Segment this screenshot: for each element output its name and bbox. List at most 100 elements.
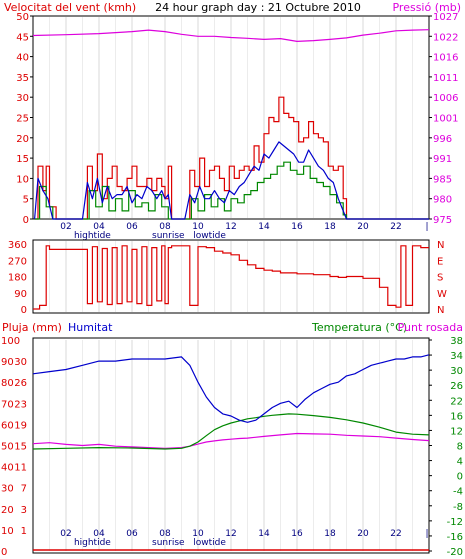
wind-panel-series	[32, 29, 430, 220]
wind-y-tick: 25	[16, 114, 29, 125]
pressure-tick: 1016	[433, 53, 458, 64]
temp-x-tick: 20	[357, 529, 369, 539]
temperature-tick: -12	[447, 517, 463, 528]
pressure-tick: 1001	[433, 114, 458, 125]
wind-axis-label: Velocitat del vent (kmh)	[4, 1, 136, 14]
rain-tick: 50	[1, 442, 14, 453]
rain-tick: 30	[1, 484, 14, 495]
direction-degree-tick: 180	[8, 273, 27, 284]
rain-tick: 80	[1, 378, 14, 389]
temp-panel-grid	[49, 340, 413, 551]
pressure-tick: 1022	[433, 32, 458, 43]
rain-tick: 10	[1, 526, 14, 537]
rain-tick: 0	[1, 547, 7, 558]
direction-compass-tick: S	[437, 273, 443, 284]
temp-x-tick: 04	[93, 529, 105, 539]
direction-degree-tick: 360	[8, 240, 27, 251]
temp-x-tick: 18	[324, 529, 336, 539]
rain-tick: 90	[1, 357, 14, 368]
humidity-tick: 26	[14, 378, 27, 389]
pressure-tick: 985	[433, 174, 452, 185]
rain-tick: 70	[1, 399, 14, 410]
temp-lowtide-label: lowtide	[193, 538, 226, 548]
humidity-tick: 19	[14, 420, 27, 431]
humidity-axis-label: Humitat	[68, 321, 113, 334]
temperature-tick: -8	[453, 502, 463, 513]
temperature-tick: 30	[450, 366, 463, 377]
temperature-tick: 38	[450, 336, 463, 347]
direction-degree-tick: 270	[8, 256, 27, 267]
temperature-tick: -4	[453, 487, 463, 498]
wind-y-tick: 40	[16, 53, 29, 64]
pressure-tick: 1011	[433, 73, 458, 84]
wind-sunrise-label: sunrise	[152, 231, 185, 241]
direction-degree-tick: 0	[21, 305, 27, 316]
temp-x-tick: 22	[390, 529, 401, 539]
temperature-tick: 4	[457, 457, 463, 468]
humidity-tick: 11	[14, 463, 27, 474]
dewpoint-line	[32, 432, 430, 449]
wind-x-tick: 10	[192, 222, 204, 232]
pressure-tick: 1027	[433, 12, 458, 23]
direction-compass-tick: N	[437, 240, 444, 251]
wind-y-tick: 45	[16, 32, 29, 43]
wind-x-tick: 22	[390, 222, 401, 232]
wind-y-tick: 20	[16, 134, 29, 145]
direction-compass-tick: N	[437, 305, 444, 316]
direction-compass-tick: W	[437, 289, 447, 300]
wind-average-line	[34, 141, 429, 220]
temp-panel-series	[32, 354, 430, 551]
temperature-tick-labels: -20 -16 -12 -8 -4 0 4 8 12 16 22 26 30 34 38	[429, 336, 463, 558]
humidity-tick: 23	[14, 399, 27, 410]
chart-title: 24 hour graph day : 21 Octubre 2010	[155, 1, 361, 14]
temperature-tick: 34	[450, 351, 463, 362]
temperature-tick: 16	[450, 411, 463, 422]
pressure-tick-labels: 975 980 985 991 996 1001 1006 1011 1016 1022 1027	[429, 12, 458, 226]
temperature-tick: 12	[450, 426, 463, 437]
temp-sunrise-label: sunrise	[152, 538, 185, 548]
temperature-tick: -16	[447, 532, 463, 543]
temperature-tick: 22	[450, 396, 463, 407]
humidity-tick-labels: 1 3 7 11 15 19 23 26 30	[14, 357, 27, 537]
wind-gust-line	[34, 96, 429, 220]
wind-y-tick: 10	[16, 174, 29, 185]
temp-x-end-tick: |	[425, 529, 428, 539]
temperature-tick: 26	[450, 381, 463, 392]
rain-tick-labels: 0 10 20 30 40 50 60 70 80 90 100	[1, 336, 20, 558]
temperature-tick: 8	[457, 442, 463, 453]
wind-y-tick: 30	[16, 93, 29, 104]
rain-tick: 60	[1, 420, 14, 431]
wind-hightide-label: hightide	[74, 231, 111, 241]
wind-y-tick: 35	[16, 73, 29, 84]
wind-y-tick-labels: 0 5 10 15 20 25 30 35 40 45 50	[16, 12, 33, 226]
pressure-tick: 996	[433, 134, 452, 145]
temp-x-tick: 08	[159, 529, 171, 539]
wind-y-tick: 5	[23, 195, 29, 206]
wind-pressure-panel: 0 5 10 15 20 25 30 35 40 45 50 975 980 985 991 996 1001…	[4, 1, 461, 241]
humidity-tick: 30	[14, 357, 27, 368]
dewpoint-axis-label: Punt rosada	[398, 321, 463, 334]
wind-y-tick: 50	[16, 12, 29, 23]
temp-x-tick-labels: 02 04 06 08 10 12 14 16 18 20 22 | hightide sunrise lo…	[60, 529, 428, 548]
wind-x-end-tick: |	[425, 222, 428, 232]
direction-panel-series	[33, 245, 429, 310]
rain-tick: 100	[1, 336, 20, 347]
temperature-tick: 0	[457, 472, 463, 483]
rain-axis-label: Pluja (mm)	[2, 321, 62, 334]
wind-x-tick: 06	[126, 222, 138, 232]
humidity-line	[32, 354, 430, 423]
temperature-axis-label: Temperatura (°C)	[311, 321, 407, 334]
wind-x-tick: 02	[60, 222, 71, 232]
pressure-tick: 991	[433, 154, 452, 165]
wind-x-tick: 20	[357, 222, 369, 232]
temperature-tick: -20	[447, 547, 463, 558]
direction-compass-tick: E	[437, 256, 443, 267]
pressure-tick: 975	[433, 215, 452, 226]
temperature-line	[32, 413, 430, 450]
wind-x-tick: 04	[93, 222, 105, 232]
temp-x-tick: 12	[225, 529, 236, 539]
wind-x-tick: 16	[291, 222, 303, 232]
